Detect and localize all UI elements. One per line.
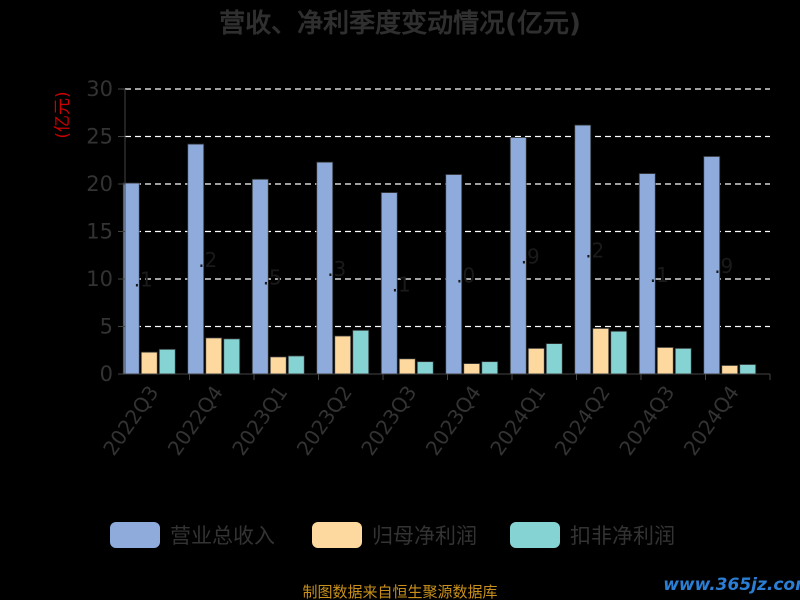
x-tick-label: 2022Q3 [98, 381, 163, 460]
chart-title: 营收、净利季度变动情况(亿元) [219, 8, 581, 39]
x-tick-label: 2024Q3 [614, 381, 679, 460]
bar-3-2022Q4 [223, 338, 241, 375]
bar-2-2024Q2 [592, 327, 610, 375]
bar-2-2022Q3 [140, 351, 158, 375]
bar-3-2024Q1 [545, 343, 563, 375]
bar-3-2024Q4 [739, 364, 757, 375]
bar-2-2023Q1 [269, 356, 287, 375]
x-tick-label: 2023Q2 [292, 381, 357, 460]
legend-swatch [110, 522, 160, 548]
x-tick-label: 2023Q3 [356, 381, 421, 460]
bar-2-2024Q3 [656, 346, 674, 375]
x-tick-label: 2024Q2 [550, 381, 615, 460]
data-label: .1 [392, 272, 411, 296]
data-label: .3 [327, 257, 346, 281]
legend-swatch [312, 522, 362, 548]
x-tick-label: 2024Q4 [679, 381, 744, 460]
bar-2-2022Q4 [205, 337, 223, 375]
x-tick-label: 2023Q1 [227, 381, 292, 460]
data-label: .2 [198, 248, 217, 272]
data-label: .0 [456, 263, 475, 287]
y-axis-label: (亿元) [53, 91, 73, 138]
x-tick-label: 2024Q1 [485, 381, 550, 460]
y-tick-label: 0 [100, 362, 113, 386]
data-label: .1 [134, 268, 153, 292]
data-label: .9 [521, 245, 540, 269]
y-tick-label: 25 [86, 125, 113, 149]
legend-label: 扣非净利润 [570, 524, 675, 548]
bar-2-2023Q4 [463, 363, 481, 375]
bar-3-2023Q3 [416, 361, 434, 375]
legend-label: 营业总收入 [170, 524, 275, 548]
bar-3-2022Q3 [158, 348, 176, 375]
bar-2-2023Q2 [334, 335, 352, 375]
y-tick-label: 20 [86, 172, 113, 196]
y-tick-label: 5 [100, 315, 113, 339]
y-tick-label: 30 [86, 77, 113, 101]
bar-2-2023Q3 [398, 358, 416, 375]
bar-3-2023Q4 [481, 361, 499, 375]
x-tick-label: 2022Q4 [163, 381, 228, 460]
legend: 营业总收入 归母净利润 扣非净利润 [110, 522, 675, 548]
x-tick-label: 2023Q4 [421, 381, 486, 460]
bars: .1 .2 .5 .3 .1 .0 .9 .2 .1 .9 [122, 124, 757, 375]
data-label: .5 [263, 266, 282, 290]
watermark: www.365jz.com [663, 575, 800, 595]
legend-swatch [510, 522, 560, 548]
data-source-note: 制图数据来自恒生聚源数据库 [302, 583, 497, 600]
bar-3-2024Q2 [610, 330, 628, 375]
y-tick-label: 15 [86, 220, 113, 244]
legend-label: 归母净利润 [372, 524, 477, 548]
data-label: .9 [714, 254, 733, 278]
bar-3-2024Q3 [674, 347, 692, 375]
bar-2-2024Q1 [527, 347, 545, 375]
data-label: .2 [585, 239, 604, 263]
bar-3-2023Q1 [287, 355, 305, 375]
data-label: .1 [650, 263, 669, 287]
bar-2-2024Q4 [721, 365, 739, 375]
bar-3-2023Q2 [352, 329, 370, 375]
y-tick-label: 10 [86, 267, 113, 291]
